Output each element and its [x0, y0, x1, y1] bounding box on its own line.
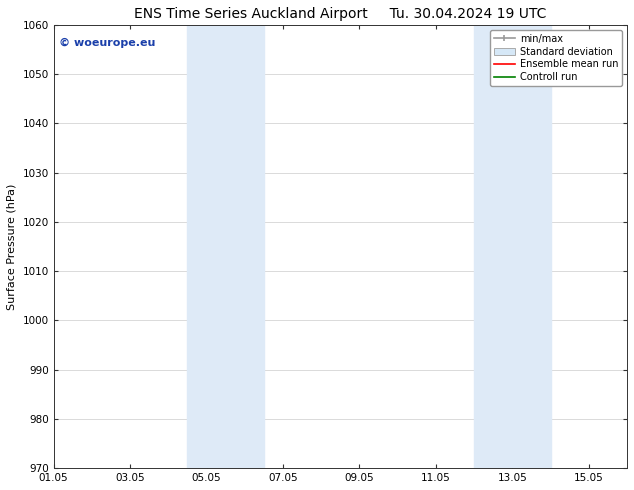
Legend: min/max, Standard deviation, Ensemble mean run, Controll run: min/max, Standard deviation, Ensemble me…	[489, 30, 622, 86]
Bar	[188, 25, 264, 468]
Y-axis label: Surface Pressure (hPa): Surface Pressure (hPa)	[7, 183, 17, 310]
Text: © woeurope.eu: © woeurope.eu	[60, 38, 156, 49]
Title: ENS Time Series Auckland Airport     Tu. 30.04.2024 19 UTC: ENS Time Series Auckland Airport Tu. 30.…	[134, 7, 547, 21]
Bar	[474, 25, 550, 468]
